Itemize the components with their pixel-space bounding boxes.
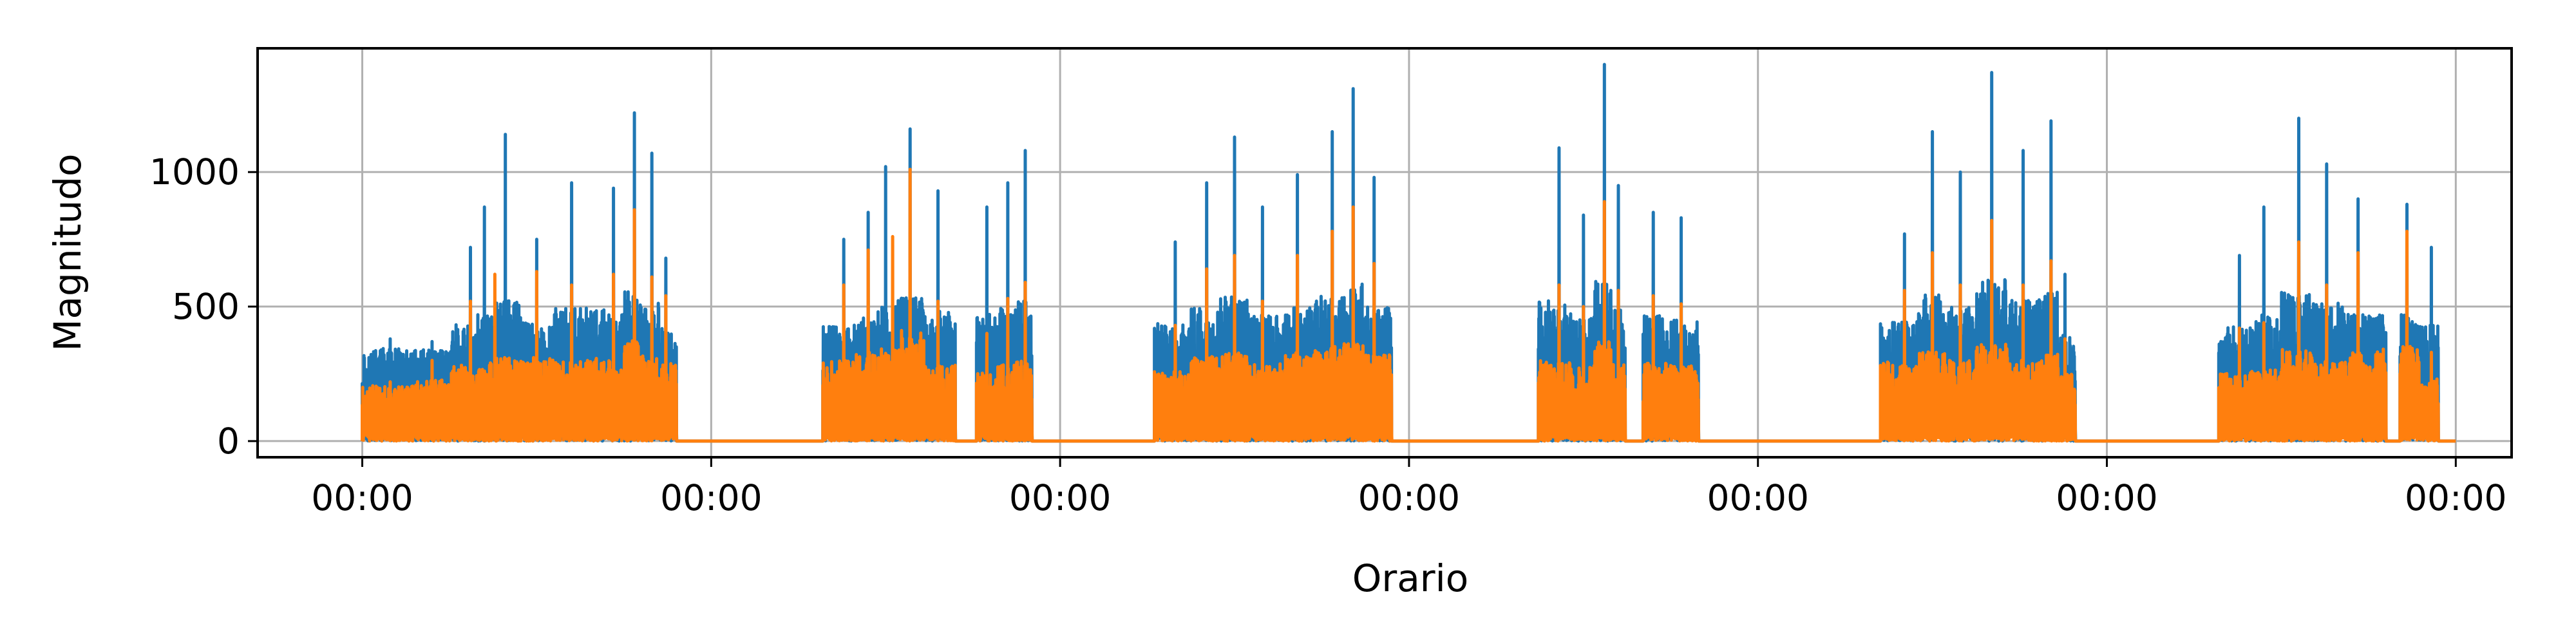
y-tick-label: 0 xyxy=(217,421,240,462)
series-2-line xyxy=(361,167,2458,443)
plot-frame xyxy=(256,47,2513,459)
x-axis-label: Orario xyxy=(1352,556,1469,600)
y-tick-label: 500 xyxy=(172,286,240,327)
y-tick-label: 1000 xyxy=(149,151,240,193)
x-tick-label: 00:00 xyxy=(660,477,762,518)
plot-series xyxy=(361,62,2458,443)
axis-ticks: 00:00 00:00 00:00 00:00 00:00 00:00 00:00 0 500 1… xyxy=(149,151,2507,518)
x-tick-label: 00:00 xyxy=(1009,477,1112,518)
y-axis-label: Magnitudo xyxy=(46,153,90,351)
x-tick-label: 00:00 xyxy=(1358,477,1461,518)
x-tick-label: 00:00 xyxy=(2405,477,2507,518)
x-tick-label: 00:00 xyxy=(1707,477,1809,518)
x-tick-label: 00:00 xyxy=(2056,477,2158,518)
x-tick-label: 00:00 xyxy=(311,477,413,518)
